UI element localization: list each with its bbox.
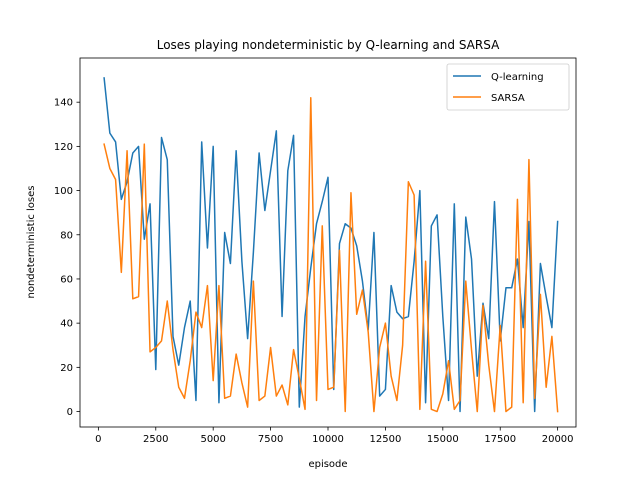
y-tick-label: 20 [60,363,73,374]
x-tick-label: 7500 [258,434,283,445]
x-tick-label: 12500 [370,434,402,445]
y-tick-label: 60 [60,274,73,285]
series-line-sarsa [103,97,559,413]
y-tick-label: 80 [60,230,73,241]
y-tick-label: 40 [60,319,73,330]
y-tick-label: 100 [54,186,73,197]
x-tick-label: 10000 [312,434,344,445]
x-tick-label: 17500 [484,434,516,445]
x-tick-label: 20000 [542,434,574,445]
legend-label: Q-learning [491,72,544,83]
y-tick-label: 140 [54,98,73,109]
x-axis-label: episode [308,459,347,470]
x-tick-label: 5000 [200,434,225,445]
plot-area: 0 2500 5000 7500 10000 12500 15000 17500 20000 0 2… [54,57,577,445]
chart-title: Loses playing nondeterministic by Q-lear… [157,38,500,52]
y-axis-label: nondeterministic loses [26,186,37,299]
x-tick-label: 0 [95,434,101,445]
x-tick-label: 15000 [427,434,459,445]
x-tick-label: 2500 [143,434,168,445]
y-tick-label: 120 [54,142,73,153]
y-tick-label: 0 [67,407,73,418]
legend-label: SARSA [491,93,525,104]
legend: Q-learning SARSA [446,63,570,111]
